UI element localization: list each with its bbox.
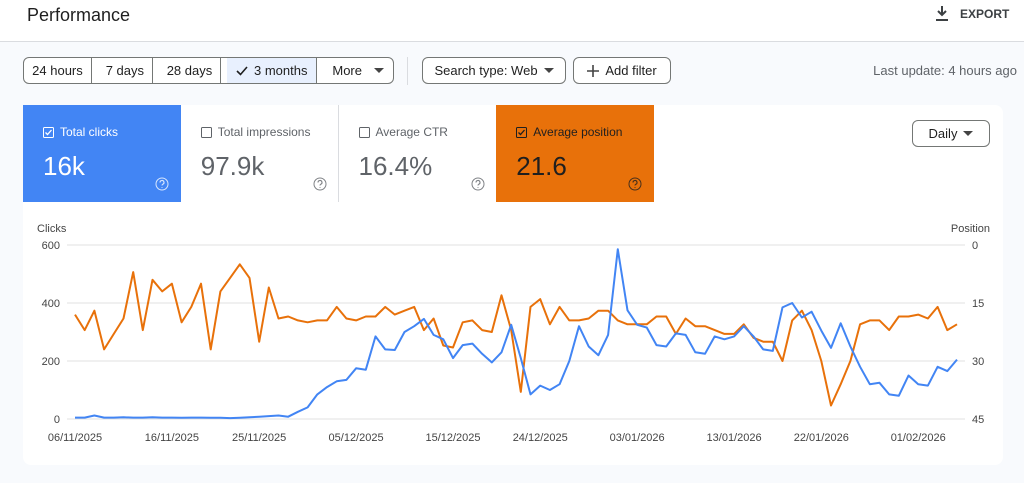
- last-update: Last update: 4 hours ago: [873, 63, 1017, 78]
- metric-header: Total clicks: [43, 125, 181, 139]
- checkbox-check: [518, 129, 526, 135]
- x-tick-label: 06/11/2025: [48, 432, 102, 444]
- export-button[interactable]: EXPORT: [934, 5, 1009, 23]
- series-line: [75, 248, 958, 420]
- metric-label: Total clicks: [60, 125, 119, 139]
- checkbox-box: [43, 126, 54, 138]
- metric-label: Total impressions: [217, 125, 311, 139]
- range-label: More: [332, 63, 362, 78]
- x-tick-label: 01/02/2026: [891, 432, 946, 444]
- x-tick-label: 13/01/2026: [707, 432, 762, 444]
- checkbox: [200, 126, 212, 138]
- checkbox-box: [516, 126, 528, 138]
- help-icon: [313, 177, 327, 191]
- checkbox-box: [358, 126, 370, 138]
- y2-tick-label: 30: [972, 356, 984, 368]
- help-circle: [155, 177, 169, 191]
- x-tick-label: 24/12/2025: [513, 432, 568, 444]
- range-option[interactable]: 3 months: [227, 58, 318, 83]
- plus-icon: [587, 64, 600, 77]
- y2-tick-label: 15: [972, 298, 984, 310]
- checkbox-check: [45, 129, 52, 135]
- range-option[interactable]: 28 days: [159, 58, 222, 83]
- page-title: Performance: [27, 5, 131, 25]
- range-option[interactable]: More: [323, 58, 393, 83]
- add-filter-button[interactable]: Add filter: [573, 57, 671, 84]
- metric-header: Average CTR: [358, 125, 496, 139]
- help-circle: [471, 177, 484, 191]
- metric-header: Average position: [516, 125, 654, 139]
- metric-value: 21.6: [516, 151, 567, 181]
- x-tick-label: 25/11/2025: [232, 432, 286, 444]
- metric-value: 16k: [43, 151, 85, 181]
- y2-tick-label: 45: [972, 414, 984, 426]
- metric-value: 97.9k: [200, 151, 265, 181]
- checkbox: [358, 126, 370, 138]
- search-type-label: Search type: Web: [434, 63, 538, 78]
- add-filter-label: Add filter: [605, 63, 657, 78]
- help-icon: [471, 177, 484, 191]
- download-icon: [936, 6, 948, 21]
- granularity-label: Daily: [928, 126, 958, 141]
- check: [236, 65, 248, 76]
- y-tick-label: 400: [42, 298, 60, 310]
- checkbox: [516, 126, 528, 138]
- y2-tick-label: 0: [972, 240, 978, 252]
- range-label: 3 months: [253, 63, 308, 78]
- help-circle: [628, 177, 642, 191]
- divider: [407, 57, 408, 85]
- caret: [373, 67, 384, 73]
- granularity-dropdown[interactable]: Daily: [912, 120, 990, 147]
- range-option[interactable]: 7 days: [98, 58, 153, 83]
- caret: [543, 67, 554, 73]
- metric-label: Average CTR: [375, 125, 448, 139]
- y2-axis-title: Position: [951, 223, 990, 235]
- checkbox: [43, 126, 54, 138]
- help-circle: [313, 177, 327, 191]
- y-tick-label: 600: [42, 240, 60, 252]
- x-tick-label: 03/01/2026: [610, 432, 665, 444]
- metric-header: Total impressions: [200, 125, 338, 139]
- x-tick-label: 05/12/2025: [329, 432, 384, 444]
- help-icon: [628, 177, 642, 191]
- metric-label: Average position: [533, 125, 623, 139]
- metric-card[interactable]: Average CTR 16.4%: [338, 105, 497, 202]
- x-tick-label: 15/12/2025: [425, 432, 480, 444]
- x-tick-label: 16/11/2025: [145, 432, 199, 444]
- help-icon: [155, 177, 169, 191]
- range-option[interactable]: 24 hours: [24, 58, 92, 83]
- help-mark: [632, 179, 638, 188]
- y-tick-label: 200: [42, 356, 60, 368]
- range-label: 24 hours: [32, 63, 83, 78]
- date-range-selector: 24 hours 7 days 28 days 3 months More: [23, 57, 394, 84]
- caret-shape: [373, 67, 384, 73]
- export-label: EXPORT: [960, 7, 1010, 21]
- metric-card[interactable]: Total impressions 97.9k: [180, 105, 339, 202]
- check-icon: [236, 65, 248, 76]
- series-line: [74, 263, 958, 407]
- range-label: 28 days: [166, 63, 213, 78]
- metric-card[interactable]: Total clicks 16k: [23, 105, 181, 202]
- metric-card[interactable]: Average position 21.6: [496, 105, 655, 202]
- range-label: 7 days: [105, 63, 144, 78]
- top-bar: [0, 0, 1024, 42]
- help-mark: [317, 179, 323, 188]
- checkbox-box: [200, 126, 212, 138]
- y-tick-label: 0: [54, 414, 60, 426]
- y-axis-title: Clicks: [37, 223, 67, 235]
- help-mark: [159, 179, 165, 188]
- caret: [963, 130, 974, 136]
- help-mark: [474, 179, 481, 188]
- search-type-button[interactable]: Search type: Web: [422, 57, 566, 84]
- x-tick-label: 22/01/2026: [794, 432, 849, 444]
- metric-value: 16.4%: [358, 151, 433, 181]
